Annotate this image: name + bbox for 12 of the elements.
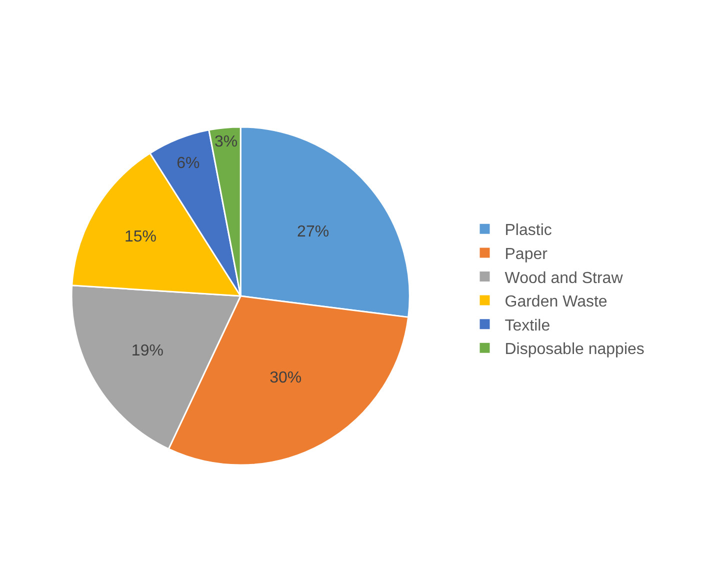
legend-label: Garden Waste (504, 294, 608, 311)
legend-label: Wood and Straw (504, 270, 624, 287)
legend-label: Plastic (504, 222, 552, 240)
data-label: 15% (124, 228, 157, 246)
data-label: 27% (297, 224, 330, 241)
legend-label: Disposable nappies (504, 341, 644, 358)
legend-label: Textile (504, 317, 550, 334)
data-label: 19% (131, 342, 164, 360)
data-label: 3% (214, 134, 238, 151)
data-label: 30% (270, 369, 302, 386)
legend-label: Paper (504, 246, 548, 263)
data-label: 6% (176, 155, 200, 172)
